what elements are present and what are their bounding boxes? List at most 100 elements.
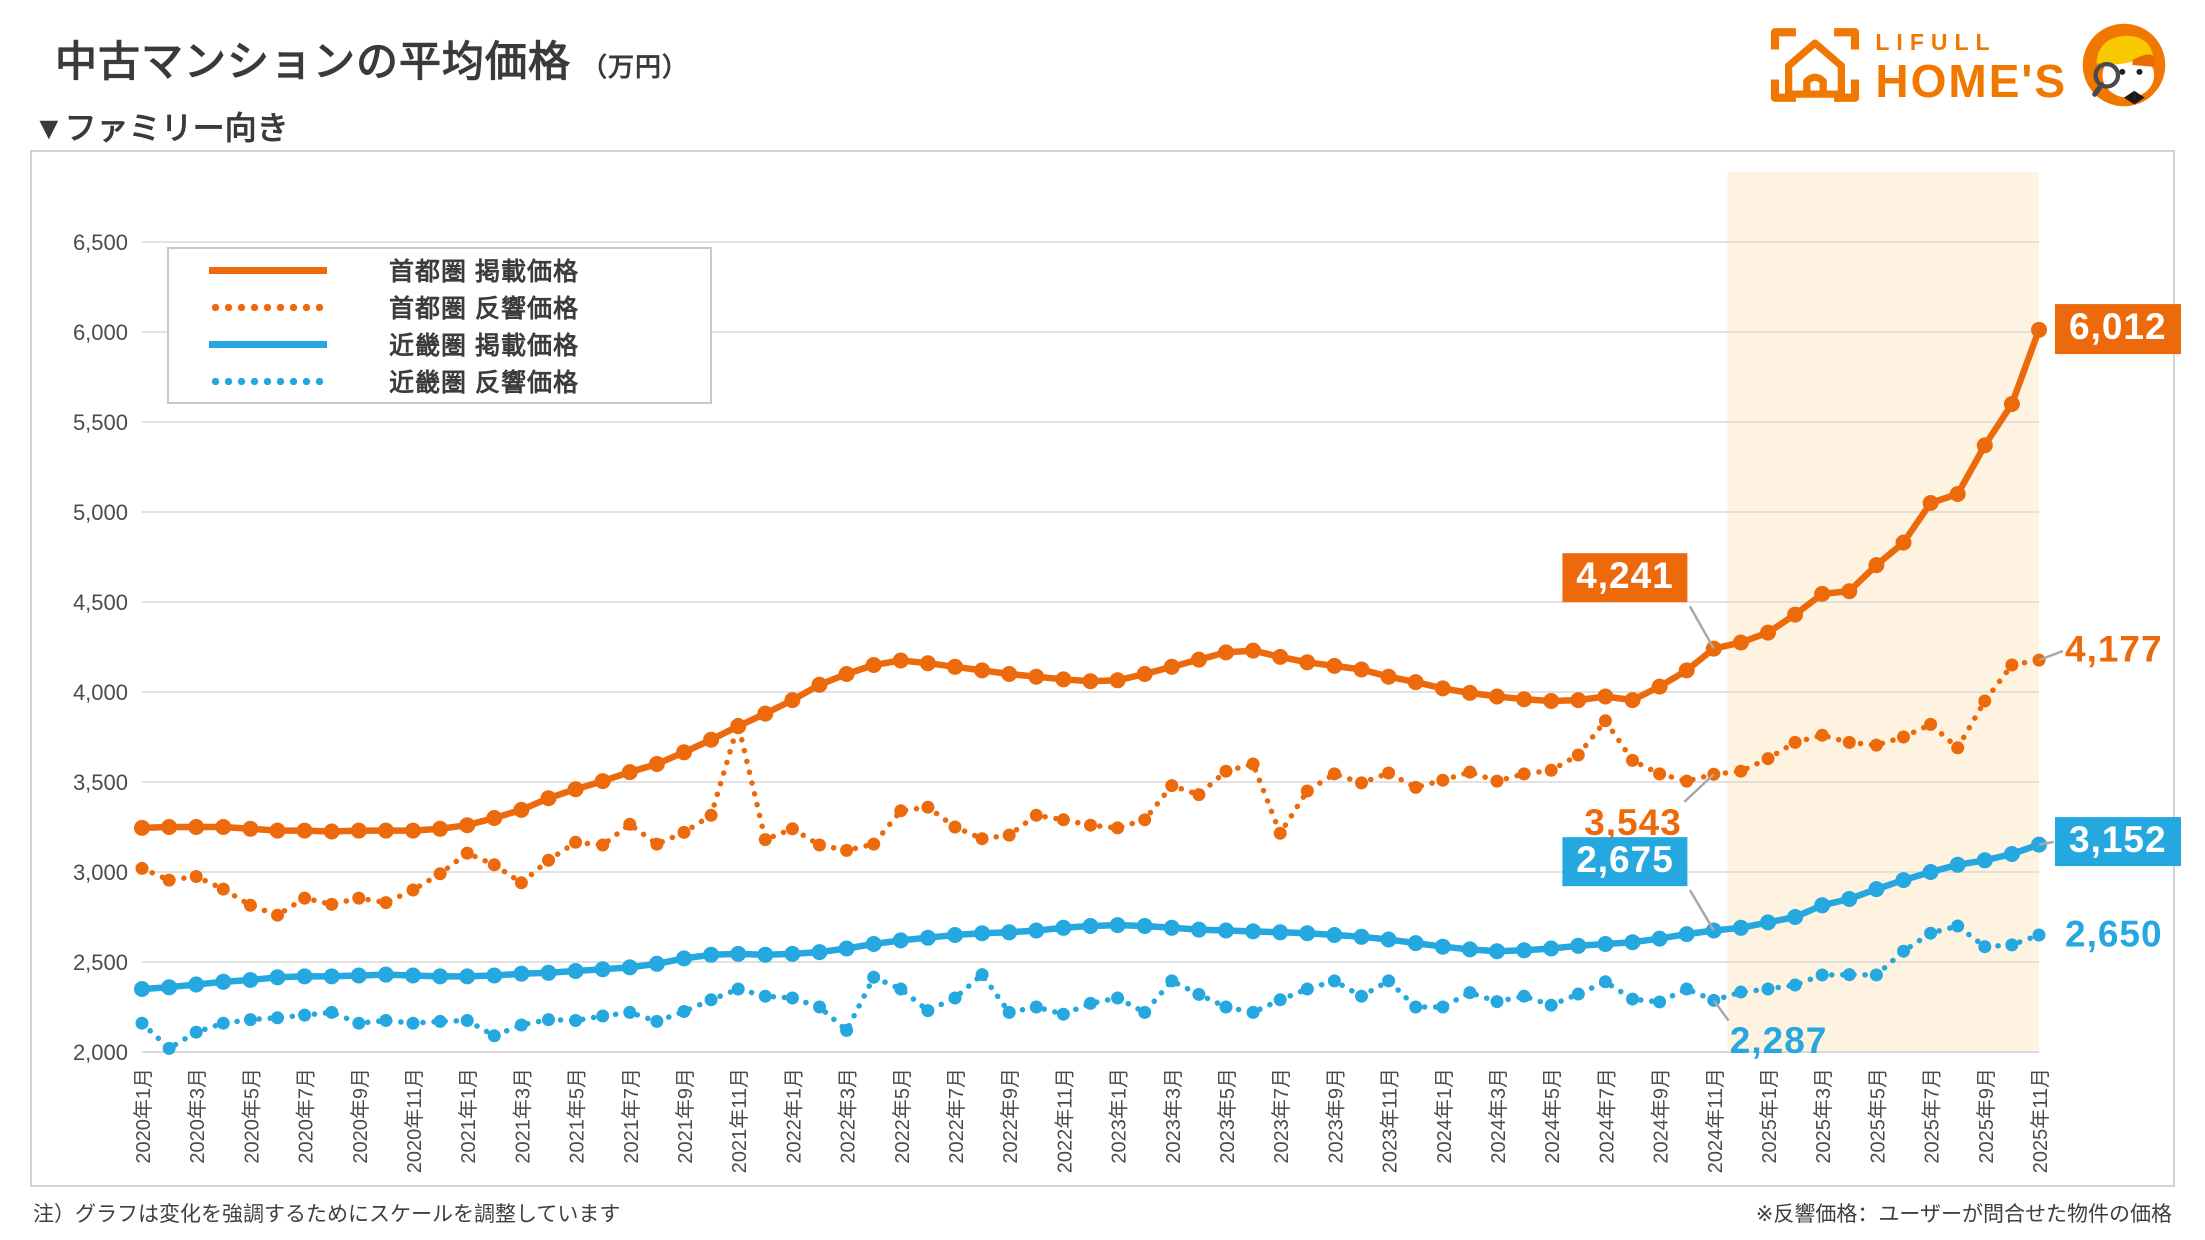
data-point [838,940,855,957]
data-point [596,838,610,852]
data-point [1273,993,1287,1007]
data-point [1300,982,1314,996]
data-point [677,825,691,839]
data-point [784,945,801,962]
data-point [1626,992,1639,1006]
callout-2650: 2,650 [2065,913,2163,955]
data-point [432,968,449,985]
data-point [540,790,557,807]
data-point [242,972,259,988]
data-point [1138,813,1152,827]
data-point [542,1013,555,1027]
data-point [460,846,474,860]
callout-connector [1683,773,1715,803]
data-point [433,867,447,881]
data-point [269,969,286,986]
data-point [1734,764,1748,778]
data-point [134,819,150,836]
data-point [1624,692,1641,709]
legend-dotted-line-swatch [209,303,327,311]
data-point [271,1011,284,1025]
data-point [216,882,230,896]
data-point [1082,918,1099,934]
data-point [865,936,882,952]
data-point [1868,881,1885,898]
data-point [1570,692,1587,709]
data-point [1245,642,1262,659]
x-axis-label: 2025年11月 [2029,1068,2052,1173]
data-point [269,822,286,839]
callout-4241: 4,241 [1562,552,1688,603]
data-point [1598,714,1612,728]
data-point [1651,930,1668,947]
x-axis-label: 2022年9月 [999,1068,1022,1164]
x-axis-label: 2023年11月 [1379,1068,1402,1173]
data-point [1353,661,1370,678]
data-point [1109,672,1126,689]
data-point [352,891,366,905]
data-point [650,837,664,851]
y-axis-label: 6,500 [73,230,128,255]
data-point [460,1014,474,1027]
y-axis-label: 6,000 [73,320,128,345]
data-point [542,853,555,867]
data-point [1028,922,1045,939]
data-point [1084,818,1097,832]
data-point [1461,941,1478,958]
data-point [1543,940,1560,957]
data-point [1788,735,1802,749]
data-point [867,837,881,851]
data-point [567,963,584,979]
data-point [1978,940,1992,954]
x-axis-label: 2022年3月 [837,1068,860,1164]
data-point [1219,1000,1233,1014]
x-axis-label: 2021年3月 [511,1068,534,1164]
data-point [1951,741,1965,755]
data-point [1382,974,1396,988]
data-point [2005,938,2019,952]
data-point [189,870,203,883]
data-point [1136,918,1153,934]
x-axis-label: 2023年5月 [1216,1068,1239,1164]
callout-3152: 3,152 [2055,816,2181,867]
callout-connector [1688,889,1715,932]
data-point [840,843,854,857]
data-point [785,822,799,836]
x-axis-label: 2021年11月 [728,1068,751,1173]
data-point [1436,773,1450,787]
data-point [623,1005,637,1019]
data-point [569,1014,583,1027]
y-axis-label: 4,000 [73,680,128,705]
data-point [1028,668,1045,685]
callout-connector [2038,649,2064,662]
data-point [134,981,150,997]
data-point [1111,821,1125,835]
data-point [487,858,501,872]
highlight-band-2025 [1727,172,2039,1052]
data-point [161,819,178,835]
data-point [188,819,205,835]
data-point [1246,757,1260,771]
x-axis-label: 2020年5月 [240,1068,263,1164]
chart-legend: 首都圏 掲載価格 首都圏 反響価格 近畿圏 掲載価格 近畿圏 反響価格 [167,247,712,404]
data-point [296,968,313,985]
x-axis-label: 2023年7月 [1270,1068,1293,1164]
data-point [921,800,935,814]
data-point [1949,856,1966,873]
data-point [1326,927,1343,943]
x-axis-label: 2020年9月 [349,1068,372,1164]
x-axis-label: 2021年1月 [457,1068,480,1164]
data-point [757,946,774,963]
data-point [298,891,312,905]
x-axis-label: 2025年7月 [1921,1068,1944,1164]
data-point [1219,764,1233,778]
data-point [676,950,692,967]
data-point [1517,767,1531,781]
data-point [1489,688,1505,705]
x-axis-label: 2024年7月 [1595,1068,1618,1164]
data-point [1734,985,1748,999]
data-point [594,961,611,978]
data-point [1434,680,1451,697]
data-point [1732,919,1749,936]
